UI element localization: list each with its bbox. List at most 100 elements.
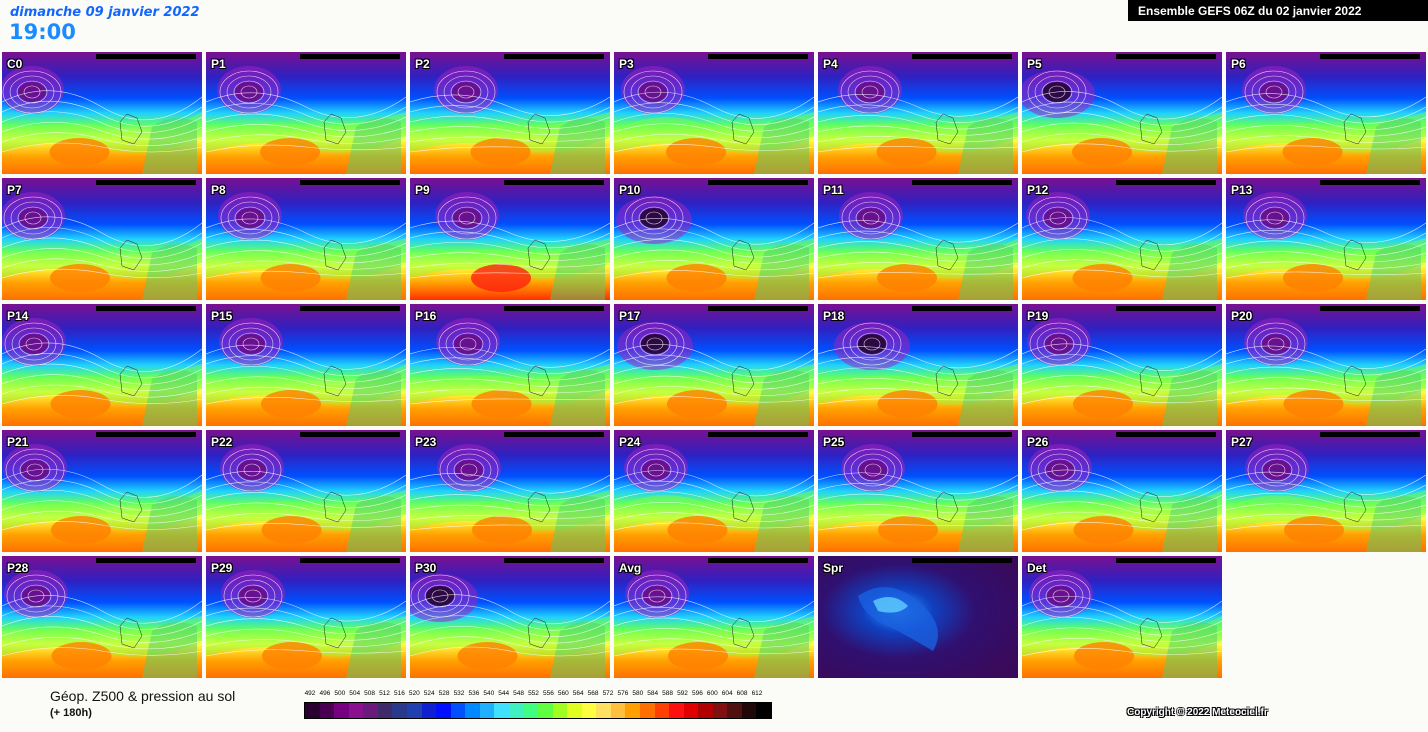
ensemble-map-tile[interactable]: P1	[206, 52, 406, 174]
ensemble-map-tile[interactable]: P12	[1022, 178, 1222, 300]
member-label: P1	[211, 57, 226, 71]
scale-tick-label: 516	[393, 690, 405, 697]
scale-swatch	[436, 703, 451, 718]
ensemble-map-tile[interactable]: P10	[614, 178, 814, 300]
scale-swatch	[581, 703, 597, 718]
scale-tick-label: 608	[736, 690, 748, 697]
scale-swatch	[348, 703, 364, 718]
scale-swatch	[538, 703, 553, 718]
scale-swatch	[639, 703, 655, 718]
ensemble-map-tile[interactable]: Spr	[818, 556, 1018, 678]
z500-map-image	[818, 556, 1018, 678]
scale-swatch	[712, 703, 728, 718]
scale-tick-label: 572	[602, 690, 614, 697]
scale-tick-label: 528	[438, 690, 450, 697]
copyright-text: Copyright © 2022 Meteociel.fr	[1127, 707, 1268, 718]
scale-tick-label: 520	[408, 690, 420, 697]
ensemble-map-tile[interactable]: P14	[2, 304, 202, 426]
ensemble-map-tile[interactable]: P29	[206, 556, 406, 678]
forecast-date: dimanche 09 janvier 2022	[10, 5, 200, 20]
z500-map-image	[818, 52, 1018, 174]
ensemble-map-tile[interactable]: P30	[410, 556, 610, 678]
scale-tick-label: 524	[423, 690, 435, 697]
z500-map-image	[206, 556, 406, 678]
scale-swatch	[494, 703, 509, 718]
member-label: P27	[1231, 435, 1253, 449]
ensemble-map-tile[interactable]: P27	[1226, 430, 1426, 552]
map-caption-strip	[300, 306, 400, 311]
z500-map-image	[614, 52, 814, 174]
z500-map-image	[1022, 52, 1222, 174]
scale-swatch	[727, 703, 742, 718]
ensemble-map-tile[interactable]: P4	[818, 52, 1018, 174]
ensemble-map-tile[interactable]: P20	[1226, 304, 1426, 426]
ensemble-map-tile[interactable]: P21	[2, 430, 202, 552]
z500-map-image	[206, 52, 406, 174]
map-caption-strip	[1320, 306, 1420, 311]
z500-map-image	[410, 178, 610, 300]
scale-swatch	[654, 703, 670, 718]
scale-tick-label: 548	[513, 690, 525, 697]
z500-map-image	[818, 178, 1018, 300]
scale-tick-label: 492	[304, 690, 316, 697]
ensemble-map-tile[interactable]: P25	[818, 430, 1018, 552]
map-caption-strip	[1116, 54, 1216, 59]
member-label: P23	[415, 435, 437, 449]
ensemble-map-tile[interactable]: P24	[614, 430, 814, 552]
z500-map-image	[1022, 178, 1222, 300]
ensemble-map-tile[interactable]: P28	[2, 556, 202, 678]
scale-swatch	[406, 703, 422, 718]
ensemble-map-tile[interactable]: P23	[410, 430, 610, 552]
ensemble-map-tile[interactable]: P9	[410, 178, 610, 300]
ensemble-map-tile[interactable]: P6	[1226, 52, 1426, 174]
scale-swatch	[508, 703, 524, 718]
color-scale-labels: 492 496 500 504 508 512 516 520 524 528 532 536 540 5…	[304, 690, 772, 700]
ensemble-map-tile[interactable]: P11	[818, 178, 1018, 300]
ensemble-map-tile[interactable]: P7	[2, 178, 202, 300]
scale-tick-label: 552	[528, 690, 539, 697]
member-label: P13	[1231, 183, 1253, 197]
z500-map-image	[410, 52, 610, 174]
map-caption-strip	[504, 306, 604, 311]
scale-swatch	[392, 703, 407, 718]
ensemble-map-tile[interactable]: P2	[410, 52, 610, 174]
z500-map-image	[1226, 52, 1426, 174]
map-caption-strip	[96, 306, 196, 311]
scale-tick-label: 588	[662, 690, 674, 697]
map-caption-strip	[300, 558, 400, 563]
scale-swatch	[334, 703, 349, 718]
member-label: P20	[1231, 309, 1253, 323]
member-label: P14	[7, 309, 29, 323]
member-label: C0	[7, 57, 23, 71]
member-label: P6	[1231, 57, 1246, 71]
scale-tick-label: 540	[483, 690, 495, 697]
ensemble-map-tile[interactable]: P3	[614, 52, 814, 174]
map-caption-strip	[1320, 54, 1420, 59]
ensemble-map-tile[interactable]: P15	[206, 304, 406, 426]
ensemble-map-tile[interactable]: P18	[818, 304, 1018, 426]
scale-swatch	[305, 703, 320, 718]
ensemble-map-tile[interactable]: P13	[1226, 178, 1426, 300]
scale-tick-label: 556	[542, 690, 554, 697]
z500-map-image	[410, 430, 610, 552]
ensemble-map-tile[interactable]: P5	[1022, 52, 1222, 174]
scale-swatch	[756, 703, 771, 718]
ensemble-map-tile[interactable]: P16	[410, 304, 610, 426]
ensemble-map-tile[interactable]: Det	[1022, 556, 1222, 678]
ensemble-map-tile[interactable]: C0	[2, 52, 202, 174]
z500-map-image	[410, 304, 610, 426]
scale-swatch	[479, 703, 495, 718]
ensemble-map-tile[interactable]: Avg	[614, 556, 814, 678]
map-parameter-title: Géop. Z500 & pression au sol	[50, 688, 236, 704]
member-label: P8	[211, 183, 226, 197]
map-caption-strip	[1320, 432, 1420, 437]
scale-tick-label: 504	[349, 690, 361, 697]
map-caption-strip	[300, 54, 400, 59]
member-label: P18	[823, 309, 845, 323]
ensemble-map-tile[interactable]: P26	[1022, 430, 1222, 552]
scale-swatch	[552, 703, 568, 718]
ensemble-map-tile[interactable]: P17	[614, 304, 814, 426]
ensemble-map-tile[interactable]: P19	[1022, 304, 1222, 426]
ensemble-map-tile[interactable]: P8	[206, 178, 406, 300]
ensemble-map-tile[interactable]: P22	[206, 430, 406, 552]
